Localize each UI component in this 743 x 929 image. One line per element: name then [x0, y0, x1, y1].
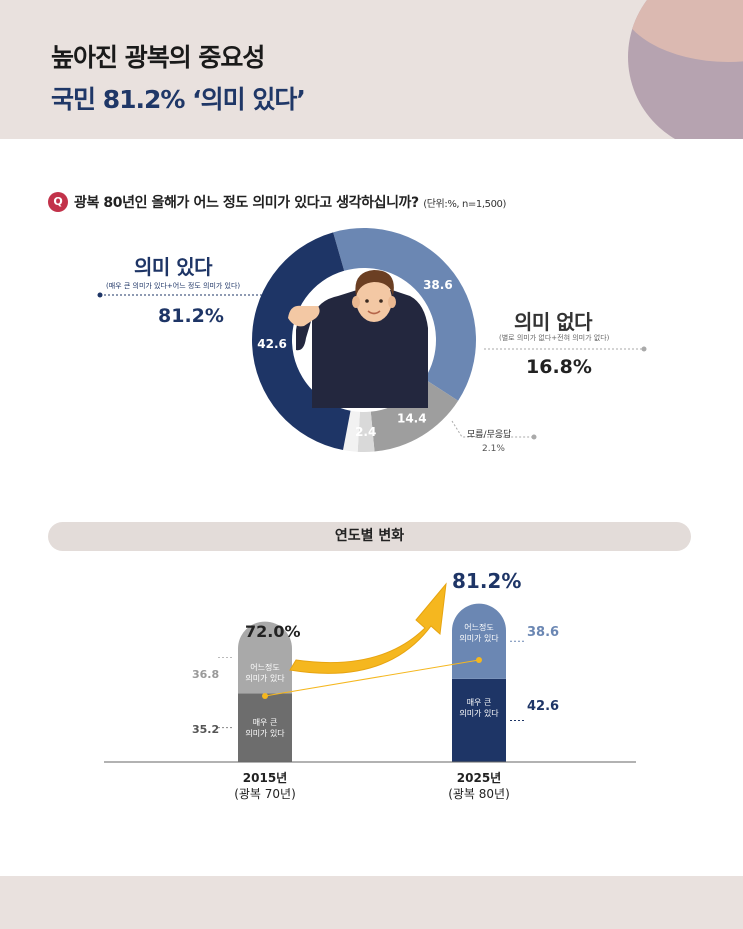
slice-not-meaningful-at-all [357, 411, 375, 452]
no-percent: 16.8% [526, 356, 592, 378]
dk-percent: 2.1% [482, 444, 505, 454]
question-label: 광복 80년인 올해가 어느 정도 의미가 있다고 생각하십니까? [74, 195, 419, 211]
no-subtitle: (별로 의미가 없다+전혀 의미가 없다) [499, 334, 610, 342]
bar-2015-lower-label: 매우 큰 의미가 있다 [245, 718, 285, 738]
question-badge-icon: Q [48, 192, 68, 212]
bar-lower-0 [238, 693, 292, 762]
person-hand [288, 305, 320, 327]
x-label-2015-year: 2015년 [242, 771, 288, 785]
trend-dot-2025 [476, 657, 482, 663]
no-title: 의미 없다 [514, 310, 593, 334]
bar-2025-lower-label: 매우 큰 의미가 있다 [459, 698, 499, 718]
total-2015: 72.0% [245, 622, 301, 641]
x-label-2025-year: 2025년 [456, 771, 502, 785]
page-title: 높아진 광복의 중요성 [51, 43, 265, 72]
x-label-2015-sub: (광복 70년) [234, 787, 296, 801]
bar-upper-0 [238, 621, 292, 694]
question-unit: (단위:%, n=1,500) [423, 199, 507, 210]
slice-somewhat-meaningful [333, 228, 477, 401]
dk-leader-dot [531, 434, 537, 440]
trend-line [264, 659, 480, 697]
person-body [312, 290, 428, 408]
slice-not-very-meaningful [370, 379, 459, 452]
yes-title: 의미 있다 [134, 255, 213, 279]
value-2025-upper: 38.6 [527, 625, 560, 640]
bar-2015-upper-label: 어느정도 의미가 있다 [245, 663, 285, 683]
yes-subtitle: (매우 큰 의미가 있다+어느 정도 의미가 있다) [106, 282, 241, 290]
slice-value-label: 2.4 [355, 425, 376, 439]
value-2015-lower: 35.2 [192, 723, 220, 736]
growth-arrow [289, 582, 447, 674]
bar-2025-upper-label: 어느정도 의미가 있다 [459, 623, 499, 643]
x-label-2015: 2015년 (광복 70년) [215, 770, 315, 802]
section-title-pill: 연도별 변화 [48, 522, 691, 551]
no-leader-dot [641, 346, 647, 352]
yes-percent: 81.2% [158, 305, 224, 327]
slice-value-label: 14.4 [397, 412, 427, 426]
bar-upper-1 [452, 603, 506, 679]
x-label-2025-sub: (광복 80년) [448, 787, 510, 801]
yes-leader-dot [97, 292, 103, 298]
header-banner: 높아진 광복의 중요성 국민 81.2% ‘의미 있다’ [0, 0, 743, 139]
trend-dot-2015 [262, 693, 268, 699]
value-2025-lower: 42.6 [527, 699, 560, 714]
page-subtitle: 국민 81.2% ‘의미 있다’ [51, 85, 306, 114]
bar-lower-1 [452, 678, 506, 762]
x-label-2025: 2025년 (광복 80년) [429, 770, 529, 802]
slice-very-meaningful [251, 232, 351, 451]
slice-dont-know [343, 410, 360, 452]
footer-band [0, 876, 743, 929]
slice-value-label: 38.6 [423, 278, 453, 292]
slice-value-label: 42.6 [257, 337, 287, 351]
question-text: 광복 80년인 올해가 어느 정도 의미가 있다고 생각하십니까? (단위:%,… [74, 192, 506, 212]
value-2015-upper: 36.8 [192, 668, 220, 681]
dk-label: 모름/무응답 [467, 430, 512, 440]
total-2025: 81.2% [452, 569, 522, 593]
